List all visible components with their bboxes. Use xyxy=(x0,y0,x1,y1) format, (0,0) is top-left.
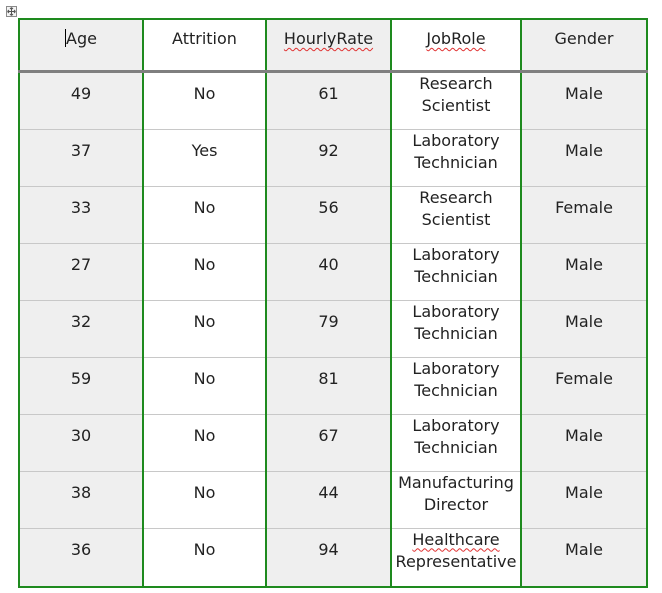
cell-attrition[interactable]: No xyxy=(142,470,267,529)
jobrole-line: Technician xyxy=(414,381,498,400)
cell-hourlyrate[interactable]: 79 xyxy=(265,299,392,358)
jobrole-line: Research xyxy=(419,73,493,93)
table-row: 27 No 40 Laboratory Technician Male xyxy=(18,242,648,301)
jobrole-line: Laboratory xyxy=(412,358,500,378)
table-row: 38 No 44 Manufacturing Director Male xyxy=(18,470,648,529)
jobrole-line: Scientist xyxy=(421,210,491,229)
jobrole-line: Laboratory xyxy=(412,301,500,321)
jobrole-line: Scientist xyxy=(421,96,491,115)
table-row: 32 No 79 Laboratory Technician Male xyxy=(18,299,648,358)
jobrole-line: Manufacturing xyxy=(398,472,514,492)
cell-attrition[interactable]: No xyxy=(142,356,267,415)
cell-jobrole[interactable]: Research Scientist xyxy=(390,70,522,130)
cell-age[interactable]: 27 xyxy=(18,242,144,301)
jobrole-line: Representative xyxy=(395,552,517,571)
jobrole-line: Technician xyxy=(414,267,498,286)
table-row: 59 No 81 Laboratory Technician Female xyxy=(18,356,648,415)
cell-gender[interactable]: Male xyxy=(520,470,648,529)
table-move-handle-icon[interactable] xyxy=(6,6,17,17)
table-row: 30 No 67 Laboratory Technician Male xyxy=(18,413,648,472)
header-cell-hourlyrate[interactable]: HourlyRate xyxy=(265,18,392,73)
cell-gender[interactable]: Male xyxy=(520,128,648,187)
cell-hourlyrate[interactable]: 92 xyxy=(265,128,392,187)
cell-attrition[interactable]: Yes xyxy=(142,128,267,187)
cell-hourlyrate[interactable]: 40 xyxy=(265,242,392,301)
cell-age[interactable]: 38 xyxy=(18,470,144,529)
cell-gender[interactable]: Male xyxy=(520,299,648,358)
cell-attrition[interactable]: No xyxy=(142,527,267,588)
cell-age[interactable]: 30 xyxy=(18,413,144,472)
text-cursor xyxy=(65,29,67,47)
table-body: 49 No 61 Research Scientist Male 37 Yes 9… xyxy=(18,70,648,588)
cell-age[interactable]: 49 xyxy=(18,70,144,130)
header-label: HourlyRate xyxy=(283,29,374,48)
cell-gender[interactable]: Male xyxy=(520,70,648,130)
cell-gender[interactable]: Male xyxy=(520,527,648,588)
header-label: Attrition xyxy=(172,29,237,48)
cell-jobrole[interactable]: Laboratory Technician xyxy=(390,356,522,415)
table-row: 37 Yes 92 Laboratory Technician Male xyxy=(18,128,648,187)
jobrole-line: Healthcare xyxy=(412,529,500,549)
header-label: Age xyxy=(66,29,97,48)
jobrole-line: Director xyxy=(423,495,489,514)
header-label: JobRole xyxy=(426,29,486,48)
jobrole-line: Laboratory xyxy=(412,130,500,150)
data-table: Age Attrition HourlyRate JobRole Gender … xyxy=(18,18,648,588)
cell-attrition[interactable]: No xyxy=(142,185,267,244)
cell-hourlyrate[interactable]: 44 xyxy=(265,470,392,529)
cell-hourlyrate[interactable]: 61 xyxy=(265,70,392,130)
cell-hourlyrate[interactable]: 67 xyxy=(265,413,392,472)
cell-gender[interactable]: Male xyxy=(520,413,648,472)
table-row: 36 No 94 Healthcare Representative Male xyxy=(18,527,648,588)
header-cell-jobrole[interactable]: JobRole xyxy=(390,18,522,73)
jobrole-line: Laboratory xyxy=(412,244,500,264)
table-row: 49 No 61 Research Scientist Male xyxy=(18,70,648,130)
cell-age[interactable]: 32 xyxy=(18,299,144,358)
cell-jobrole[interactable]: Research Scientist xyxy=(390,185,522,244)
jobrole-line: Technician xyxy=(414,324,498,343)
cell-age[interactable]: 33 xyxy=(18,185,144,244)
cell-age[interactable]: 59 xyxy=(18,356,144,415)
header-cell-attrition[interactable]: Attrition xyxy=(142,18,267,73)
cell-hourlyrate[interactable]: 94 xyxy=(265,527,392,588)
cell-age[interactable]: 37 xyxy=(18,128,144,187)
header-cell-gender[interactable]: Gender xyxy=(520,18,648,73)
cell-gender[interactable]: Male xyxy=(520,242,648,301)
header-row: Age Attrition HourlyRate JobRole Gender xyxy=(18,18,648,73)
cell-attrition[interactable]: No xyxy=(142,413,267,472)
jobrole-line: Technician xyxy=(414,153,498,172)
cell-attrition[interactable]: No xyxy=(142,299,267,358)
cell-jobrole[interactable]: Laboratory Technician xyxy=(390,299,522,358)
cell-attrition[interactable]: No xyxy=(142,70,267,130)
cell-age[interactable]: 36 xyxy=(18,527,144,588)
table-row: 33 No 56 Research Scientist Female xyxy=(18,185,648,244)
jobrole-line: Technician xyxy=(414,438,498,457)
cell-hourlyrate[interactable]: 81 xyxy=(265,356,392,415)
cell-hourlyrate[interactable]: 56 xyxy=(265,185,392,244)
jobrole-line: Laboratory xyxy=(412,415,500,435)
header-cell-age[interactable]: Age xyxy=(18,18,144,73)
cell-attrition[interactable]: No xyxy=(142,242,267,301)
cell-jobrole[interactable]: Laboratory Technician xyxy=(390,242,522,301)
cell-jobrole[interactable]: Healthcare Representative xyxy=(390,527,522,588)
cell-gender[interactable]: Female xyxy=(520,185,648,244)
cell-jobrole[interactable]: Laboratory Technician xyxy=(390,128,522,187)
cell-jobrole[interactable]: Laboratory Technician xyxy=(390,413,522,472)
table-header: Age Attrition HourlyRate JobRole Gender xyxy=(18,18,648,73)
cell-jobrole[interactable]: Manufacturing Director xyxy=(390,470,522,529)
header-label: Gender xyxy=(554,29,614,48)
cell-gender[interactable]: Female xyxy=(520,356,648,415)
jobrole-line: Research xyxy=(419,187,493,207)
